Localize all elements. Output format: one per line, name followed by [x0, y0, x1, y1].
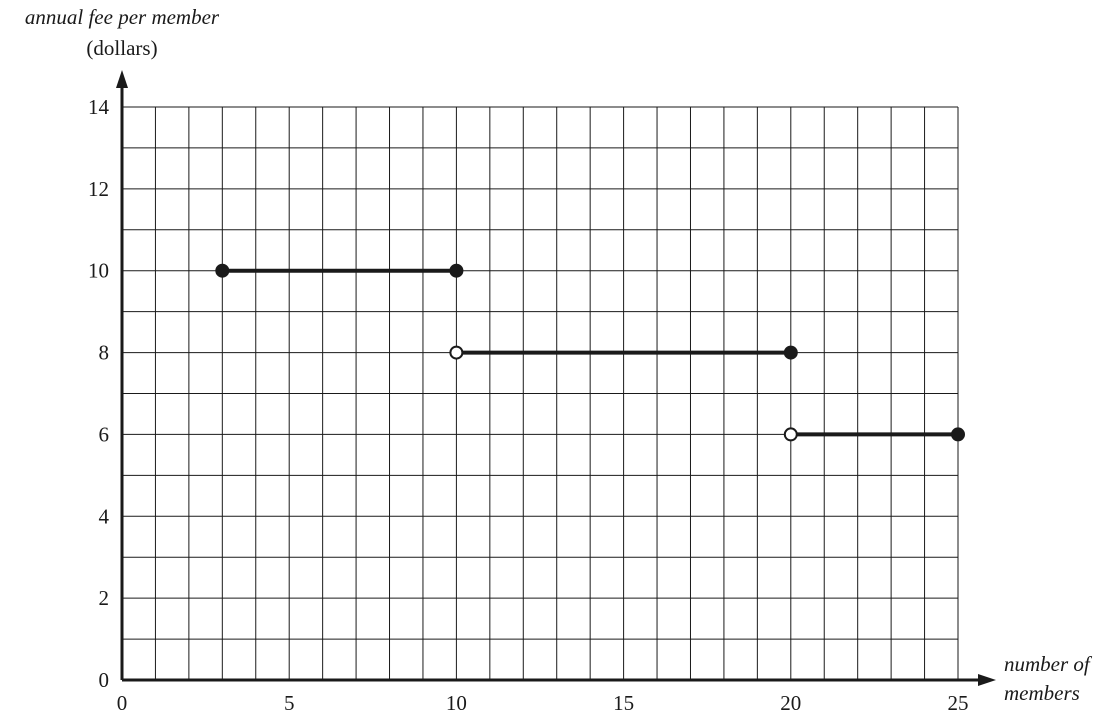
x-axis-label-line-1: number of	[1004, 652, 1093, 676]
x-tick-label: 10	[446, 691, 467, 715]
closed-endpoint	[783, 345, 798, 360]
axes	[116, 70, 996, 686]
y-tick-label: 6	[99, 422, 110, 446]
y-tick-label: 8	[99, 341, 110, 365]
step-segment-2	[449, 345, 798, 360]
step-segment-1	[215, 263, 464, 278]
x-tick-label: 15	[613, 691, 634, 715]
tick-labels: 0 5 10 15 20 25 0 2 4 6 8 10 12 14	[88, 95, 969, 715]
series	[215, 263, 965, 442]
x-axis-label-line-2: members	[1004, 681, 1080, 705]
y-axis-label-line-1: annual fee per member	[25, 5, 220, 29]
x-tick-label: 25	[948, 691, 969, 715]
open-endpoint	[449, 345, 464, 360]
y-tick-label: 14	[88, 95, 110, 119]
y-tick-label: 0	[99, 668, 110, 692]
y-tick-label: 12	[88, 177, 109, 201]
y-tick-label: 4	[99, 504, 110, 528]
open-endpoint	[783, 427, 798, 442]
closed-endpoint	[449, 263, 464, 278]
x-tick-label: 20	[780, 691, 801, 715]
x-tick-label: 0	[117, 691, 128, 715]
closed-endpoint	[215, 263, 230, 278]
y-tick-label: 2	[99, 586, 110, 610]
grid	[121, 106, 959, 681]
x-axis-arrowhead	[978, 674, 996, 686]
closed-endpoint	[951, 427, 965, 442]
y-axis-arrowhead	[116, 70, 128, 88]
step-segment-3	[783, 427, 965, 442]
x-tick-label: 5	[284, 691, 295, 715]
y-tick-label: 10	[88, 259, 109, 283]
y-axis-label-line-2: (dollars)	[86, 36, 157, 60]
